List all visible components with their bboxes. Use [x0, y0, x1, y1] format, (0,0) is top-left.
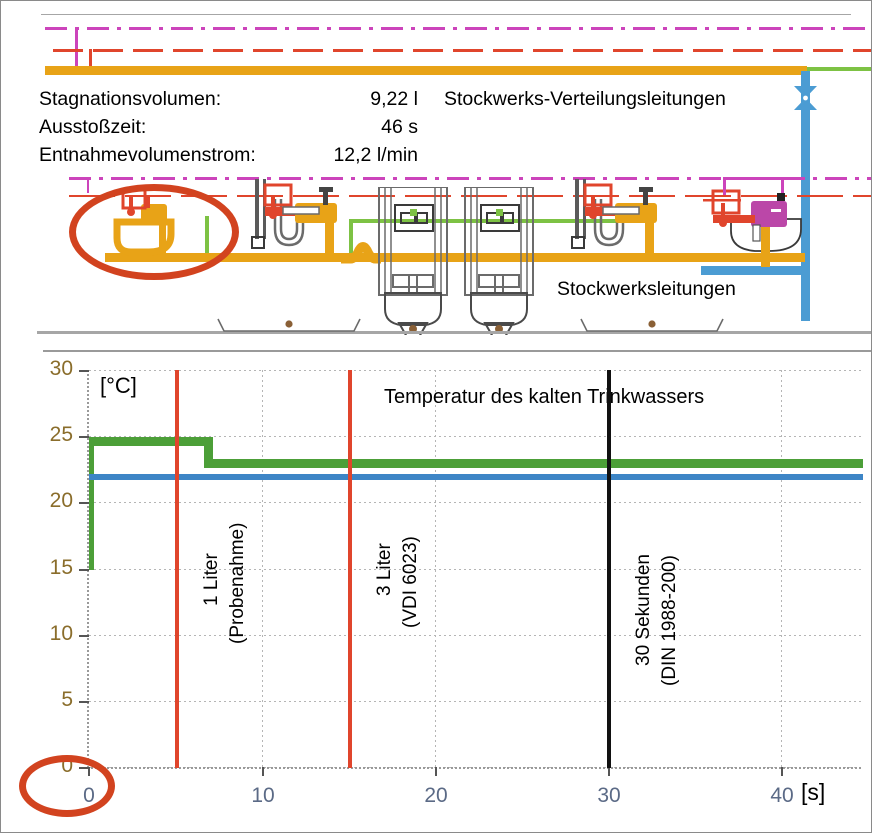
wc-icon: [378, 187, 448, 335]
gridline-v: [262, 370, 263, 768]
x-axis-unit-label: [s]: [801, 779, 826, 805]
highlight-ellipse-washbasin: [69, 184, 239, 280]
washbasin-icon: [703, 177, 802, 267]
y-tick: [79, 635, 89, 637]
magenta-dashdot-line-lower: [69, 177, 871, 180]
chart-title: Temperatur des kalten Trinkwassers: [384, 386, 705, 408]
wc-icon: [464, 187, 534, 335]
green-pipe-segment: [349, 219, 353, 260]
y-tick: [79, 436, 89, 438]
green-series-segment: [204, 459, 863, 468]
x-tick: [88, 767, 90, 776]
vline-1-liter: [175, 370, 179, 768]
valve-icon: [794, 86, 817, 110]
x-tick-label: 20: [424, 784, 448, 807]
gridline-h: [89, 635, 861, 636]
red-riser-drop: [89, 49, 92, 73]
stagnationsvolumen-label: Stagnationsvolumen:: [39, 88, 222, 110]
y-tick-label: 30: [49, 357, 73, 380]
highlight-ellipse-25-degrees: [19, 755, 115, 817]
green-pipe-segment: [349, 219, 621, 223]
y-tick-label: 10: [49, 622, 73, 645]
gridline-h: [89, 701, 861, 702]
green-cold-connection-top: [807, 67, 871, 71]
y-tick-label: 20: [49, 489, 73, 512]
vline-label-30-sekunden-line1: 30 Sekunden: [633, 554, 654, 666]
pipe-crossover-icon: [341, 242, 381, 264]
blue-series-segment: [89, 474, 863, 480]
vline-label-1-liter-line2: (Probenahme): [227, 522, 248, 644]
urinal-icon: [251, 179, 337, 259]
stagnationsvolumen-value: 9,22 l: [370, 88, 418, 110]
urinal-icon: [571, 179, 657, 259]
y-tick-label: 25: [49, 423, 73, 446]
x-tick-label: 0: [83, 784, 95, 807]
x-tick-label: 10: [251, 784, 275, 807]
bracket-icon: [217, 318, 361, 332]
vline-label-3-liter-line2: (VDI 6023): [400, 536, 421, 628]
y-axis-unit-label: [°C]: [100, 373, 137, 398]
gridline-h: [89, 569, 861, 570]
vline-label-1-liter-line1: 1 Liter: [201, 553, 222, 606]
red-dashed-line: [53, 49, 871, 52]
gridline-h: [89, 502, 861, 503]
stockwerks-verteilungsleitungen-label: Stockwerks-Verteilungsleitungen: [444, 88, 726, 110]
x-axis: [87, 767, 863, 769]
vline-label-30-sekunden-line2: (DIN 1988-200): [659, 555, 680, 686]
entnahmevolumenstrom-value: 12,2 l/min: [333, 144, 418, 166]
entnahmevolumenstrom-label: Entnahmevolumenstrom:: [39, 144, 256, 166]
y-tick: [79, 370, 89, 372]
gridline-v: [781, 370, 782, 768]
x-tick: [435, 767, 437, 776]
vline-30-sekunden: [607, 370, 611, 768]
vline-label-3-liter-line1: 3 Liter: [374, 543, 395, 596]
x-tick-label: 30: [597, 784, 621, 807]
magenta-riser-drop: [75, 27, 78, 70]
ceiling-line: [41, 14, 851, 15]
y-tick: [79, 502, 89, 504]
green-series-riser: [89, 437, 94, 570]
bracket-icon: [580, 318, 724, 332]
magenta-drop-lower: [87, 177, 89, 193]
gridline-h: [89, 436, 861, 437]
y-tick-label: 5: [61, 688, 73, 711]
plumbing-schematic: Stagnationsvolumen: 9,22 l Ausstoßzeit: …: [1, 1, 871, 346]
green-series-segment: [89, 437, 209, 446]
x-tick: [608, 767, 610, 776]
ausstosszeit-label: Ausstoßzeit:: [39, 116, 147, 138]
floor-line: [37, 331, 871, 334]
stockwerksleitungen-label: Stockwerksleitungen: [557, 278, 736, 300]
gridline-h: [89, 370, 861, 371]
x-tick: [262, 767, 264, 776]
vline-3-liter: [348, 370, 352, 768]
magenta-dashdot-line: [45, 27, 871, 30]
floor-distribution-pipe: [105, 253, 805, 262]
temperature-chart: 30 25 20 15 10 5 0 0 10 20 30 40 [°C] [s…: [1, 346, 871, 832]
y-tick-label: 15: [49, 556, 73, 579]
y-tick: [79, 569, 89, 571]
chart-top-divider: [43, 350, 871, 352]
x-tick: [781, 767, 783, 776]
x-tick-label: 40: [770, 784, 794, 807]
y-tick: [79, 701, 89, 703]
ausstosszeit-value: 46 s: [381, 116, 418, 138]
green-series-step: [204, 437, 213, 468]
blue-return-pipe: [701, 266, 809, 275]
main-distribution-pipe: [45, 66, 807, 75]
red-dashed-line-lower: [69, 195, 871, 197]
gridline-v: [435, 370, 436, 768]
